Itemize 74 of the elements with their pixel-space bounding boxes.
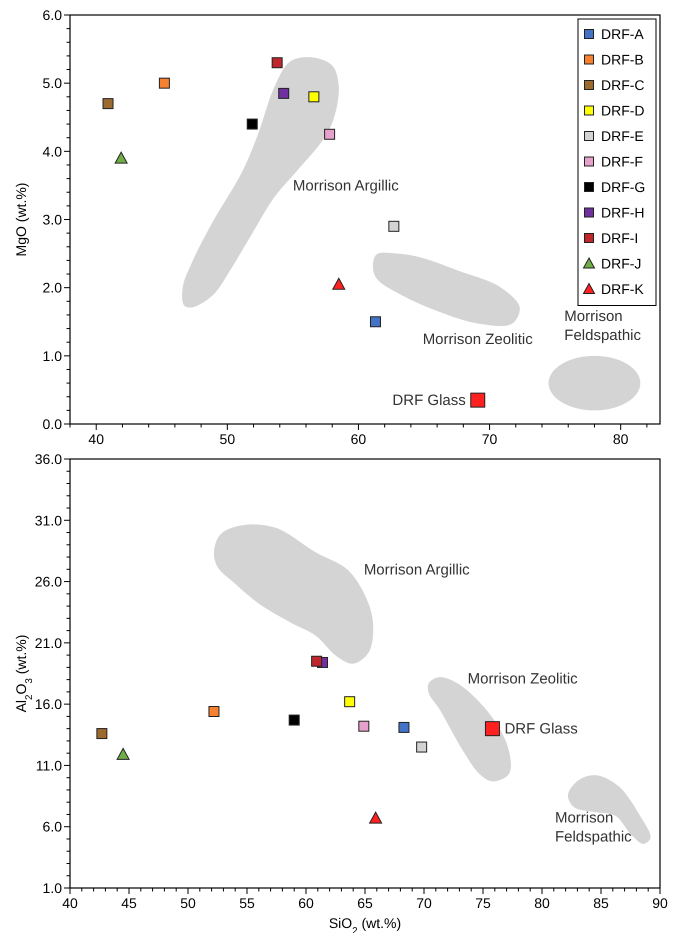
point (278, 88, 290, 99)
y-tick-label: 1.0 (42, 348, 62, 364)
legend-label: DRF-K (601, 281, 644, 297)
x-tick-label: 60 (298, 895, 314, 911)
point (114, 152, 128, 164)
point (116, 748, 130, 760)
legend-label: DRF-I (601, 230, 638, 246)
y-tick-label: 21.0 (34, 634, 62, 651)
annotation: Morrison Argillic (292, 177, 400, 194)
x-tick-label: 80 (612, 431, 629, 447)
point (358, 720, 370, 732)
point (102, 98, 114, 110)
legend-label: DRF-G (601, 179, 646, 195)
y-tick-label: 16.0 (34, 696, 62, 712)
point (96, 728, 108, 740)
annotation: Morrison Argillic (364, 561, 470, 578)
legend-label: DRF-H (601, 204, 645, 220)
y-tick-label: 2.0 (42, 280, 62, 296)
annotation: Morrison Feldspathic (554, 810, 632, 846)
y-tick-label: 1.0 (42, 880, 62, 896)
x-tick-label: 90 (652, 895, 668, 911)
annotation: Morrison Zeolitic (468, 670, 578, 688)
y-tick-label: 26.0 (34, 574, 62, 590)
point (272, 57, 283, 68)
legend-label: DRF-C (601, 77, 645, 93)
legend-label: DRF-D (601, 102, 645, 118)
x-tick-label: 50 (180, 895, 196, 911)
y-tick-label: 36.0 (34, 451, 62, 467)
annotation: DRF Glass (504, 720, 578, 738)
legend-label: DRF-A (601, 26, 644, 42)
legend-label: DRF-F (601, 154, 643, 170)
x-tick-label: 50 (220, 431, 236, 447)
x-tick-label: 85 (593, 895, 609, 911)
y-tick-label: 0.0 (42, 416, 62, 432)
point (246, 118, 258, 130)
legend-label: DRF-E (601, 128, 644, 144)
y-tick-label: 4.0 (42, 143, 62, 160)
x-tick-label: 55 (239, 895, 255, 911)
y-axis-title: MgO (wt.%) (13, 182, 29, 256)
legend-label: DRF-J (601, 256, 642, 272)
point (484, 721, 500, 736)
x-tick-label: 40 (62, 895, 78, 911)
annotation: Morrison Feldspathic (564, 308, 642, 344)
point (308, 91, 320, 102)
point (398, 722, 410, 733)
point (332, 278, 346, 290)
y-tick-label: 6.0 (42, 818, 62, 835)
annotation: DRF Glass (392, 392, 466, 410)
y-tick-label: 6.0 (42, 7, 62, 23)
x-tick-label: 70 (482, 431, 498, 447)
y-tick-label: 11.0 (36, 757, 62, 774)
point (288, 714, 300, 726)
x-tick-label: 80 (534, 895, 550, 911)
x-tick-label: 60 (350, 431, 366, 447)
point (324, 128, 336, 140)
point (311, 656, 322, 667)
y-tick-label: 3.0 (42, 212, 62, 228)
point (470, 392, 486, 408)
point (416, 742, 428, 753)
point (208, 706, 220, 717)
x-tick-label: 70 (416, 895, 432, 911)
y-tick-label: 31.0 (34, 512, 62, 528)
point (344, 696, 356, 708)
x-tick-label: 75 (475, 895, 491, 911)
x-tick-label: 65 (357, 895, 373, 911)
x-tick-label: 40 (88, 431, 104, 447)
point (370, 316, 381, 328)
x-tick-label: 45 (121, 895, 137, 911)
legend-label: DRF-B (601, 52, 644, 68)
y-tick-label: 5.0 (42, 75, 62, 92)
annotation: Morrison Zeolitic (422, 330, 534, 348)
point (388, 220, 400, 232)
point (369, 812, 382, 824)
point (158, 78, 170, 89)
